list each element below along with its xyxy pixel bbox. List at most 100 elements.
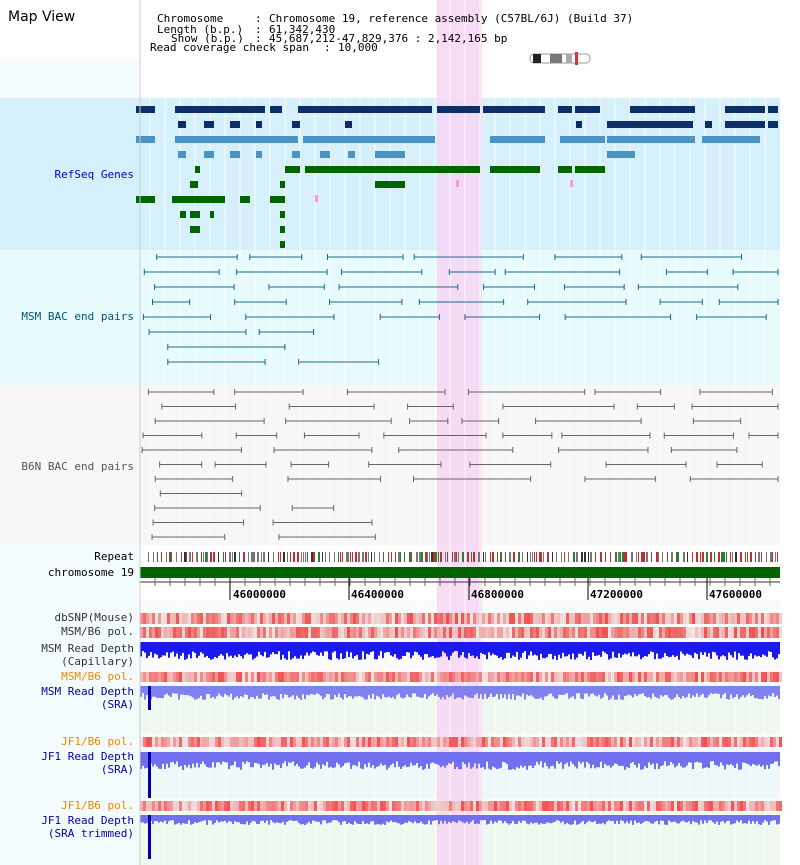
depth-bar (298, 686, 300, 699)
heat-cell (221, 627, 224, 638)
depth-bar (702, 686, 704, 694)
depth-bar (556, 686, 558, 699)
depth-bar (536, 752, 538, 762)
track-label-msm-bac[interactable]: MSM BAC end pairs (21, 310, 134, 323)
heat-cell (464, 672, 467, 682)
track-label-msm-b6-pol-1[interactable]: MSM/B6 pol. (61, 625, 134, 638)
heat-cell (479, 627, 482, 638)
track-label-refseq[interactable]: RefSeq Genes (54, 168, 134, 181)
depth-bar (140, 686, 142, 697)
gene-feature (285, 166, 300, 173)
depth-bar (450, 815, 452, 824)
depth-bar (188, 642, 190, 655)
depth-bar (500, 686, 502, 694)
depth-bar (442, 752, 444, 766)
heat-cell (329, 627, 332, 638)
heat-cell (581, 801, 584, 811)
depth-bar (276, 642, 278, 655)
heat-cell (770, 801, 773, 811)
heat-cell (425, 627, 428, 638)
track-label-jf1-depth-sra-1[interactable]: JF1 Read Depth (41, 750, 134, 763)
chromosome-info-label: Chromosome (157, 12, 224, 25)
track-label-msm-b6-pol-2[interactable]: MSM/B6 pol. (61, 670, 134, 683)
heat-cell (680, 672, 683, 682)
depth-bar (484, 752, 486, 770)
track-label-chromosome[interactable]: chromosome 19 (47, 566, 134, 579)
heat-cell (407, 613, 410, 624)
depth-bar (358, 752, 360, 762)
repeat-feature (358, 552, 360, 562)
depth-bar (144, 815, 146, 824)
depth-bar (562, 686, 564, 696)
depth-bar (668, 815, 670, 821)
repeat-feature (556, 552, 557, 562)
depth-bar (416, 752, 418, 764)
depth-bar (488, 815, 490, 824)
heat-cell (776, 801, 779, 811)
heat-cell (539, 627, 542, 638)
depth-bar (208, 815, 210, 821)
heat-cell (509, 801, 512, 811)
heat-cell (572, 672, 575, 682)
depth-bar (714, 686, 716, 694)
depth-bar (578, 752, 580, 762)
heat-cell (143, 737, 146, 747)
depth-bar (524, 686, 526, 700)
heat-cell (443, 627, 446, 638)
depth-bar (708, 815, 710, 821)
depth-bar (604, 815, 606, 825)
depth-bar (218, 752, 220, 763)
heat-cell (491, 627, 494, 638)
heat-cell (566, 737, 569, 747)
heat-cell (533, 672, 536, 682)
track-label-repeat[interactable]: Repeat (94, 550, 134, 563)
depth-bar (224, 752, 226, 763)
track-label-jf1-depth-trim-1[interactable]: JF1 Read Depth (41, 814, 134, 827)
depth-bar (352, 752, 354, 766)
depth-bar (516, 686, 518, 696)
depth-bar (384, 642, 386, 653)
depth-bar (640, 815, 642, 824)
gene-feature (136, 196, 155, 203)
depth-bar (358, 686, 360, 696)
heat-cell (296, 613, 299, 624)
depth-bar (238, 686, 240, 699)
depth-bar (366, 752, 368, 768)
depth-bar (432, 686, 434, 694)
track-label-msm-depth-sra-1[interactable]: MSM Read Depth (41, 685, 134, 698)
depth-bar (500, 815, 502, 821)
depth-bar (572, 815, 574, 825)
heat-cell (227, 801, 230, 811)
repeat-feature (483, 552, 484, 562)
heat-cell (422, 613, 425, 624)
track-label-msm-depth-cap-1[interactable]: MSM Read Depth (41, 642, 134, 655)
heat-cell (620, 627, 623, 638)
repeat-feature (539, 552, 541, 562)
depth-bar (600, 686, 602, 699)
repeat-feature (404, 552, 405, 562)
depth-bar (224, 686, 226, 694)
depth-bar (470, 642, 472, 656)
depth-bar (344, 642, 346, 659)
repeat-feature (721, 552, 723, 562)
depth-bar (484, 686, 486, 694)
depth-bar (480, 815, 482, 821)
depth-bar (640, 642, 642, 660)
track-label-dbsnp[interactable]: dbSNP(Mouse) (54, 611, 134, 624)
depth-bar (186, 815, 188, 824)
depth-bar (434, 686, 436, 697)
track-label-jf1-b6-pol-1[interactable]: JF1/B6 pol. (61, 735, 134, 748)
depth-bar (552, 752, 554, 766)
repeat-feature (334, 552, 335, 562)
heat-cell (146, 627, 149, 638)
track-label-b6n-bac[interactable]: B6N BAC end pairs (21, 460, 134, 473)
depth-bar (234, 686, 236, 698)
heat-cell (182, 672, 185, 682)
heat-cell (341, 801, 344, 811)
depth-bar (394, 642, 396, 655)
depth-bar (454, 686, 456, 700)
heat-cell (521, 737, 524, 747)
track-label-jf1-b6-pol-2[interactable]: JF1/B6 pol. (61, 799, 134, 812)
heat-cell (779, 613, 782, 624)
